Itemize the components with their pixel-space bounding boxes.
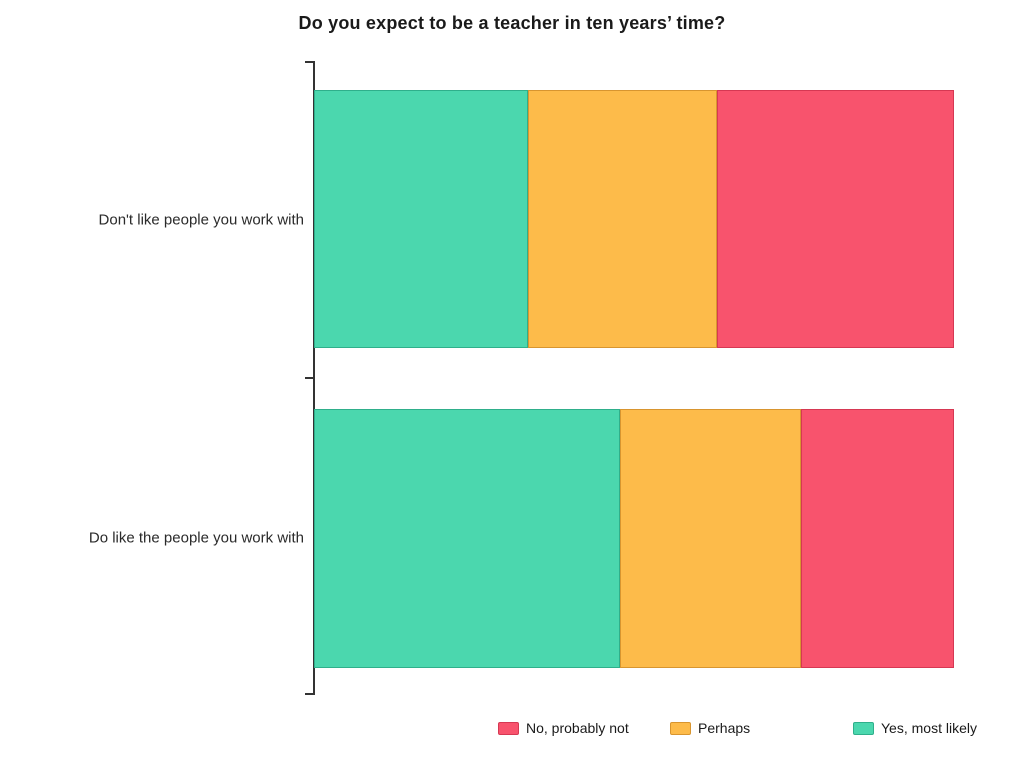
legend-label: Perhaps — [698, 720, 751, 736]
bar-segment-no-probably-not — [801, 409, 954, 668]
category-label-dont-like: Don't like people you work with — [98, 211, 304, 229]
legend-label: No, probably not — [526, 720, 629, 736]
legend-swatch-yes-most-likely — [853, 721, 874, 735]
legend-label: Yes, most likely — [881, 720, 977, 736]
y-axis-tick-bottom — [305, 693, 315, 695]
stacked-bar-do-like — [314, 409, 954, 668]
bar-segment-perhaps — [527, 90, 718, 348]
legend-item-perhaps: Perhaps — [670, 720, 750, 736]
y-axis-tick-top — [305, 61, 315, 63]
chart-title: Do you expect to be a teacher in ten yea… — [298, 13, 726, 33]
legend-item-yes-most-likely: Yes, most likely — [853, 720, 977, 736]
y-axis-tick-middle — [305, 377, 315, 379]
bar-segment-perhaps — [619, 409, 802, 668]
category-label-do-like: Do like the people you work with — [88, 529, 304, 547]
legend-swatch-perhaps — [670, 721, 691, 735]
legend-swatch-no-probably-not — [498, 721, 519, 735]
legend-item-no-probably-not: No, probably not — [498, 720, 629, 736]
bar-segment-yes-most-likely — [314, 409, 620, 668]
stacked-bar-dont-like — [314, 90, 954, 348]
legend: No, probably not Perhaps Yes, most likely — [498, 720, 1008, 740]
bar-segment-no-probably-not — [717, 90, 954, 348]
bar-segment-yes-most-likely — [314, 90, 528, 348]
